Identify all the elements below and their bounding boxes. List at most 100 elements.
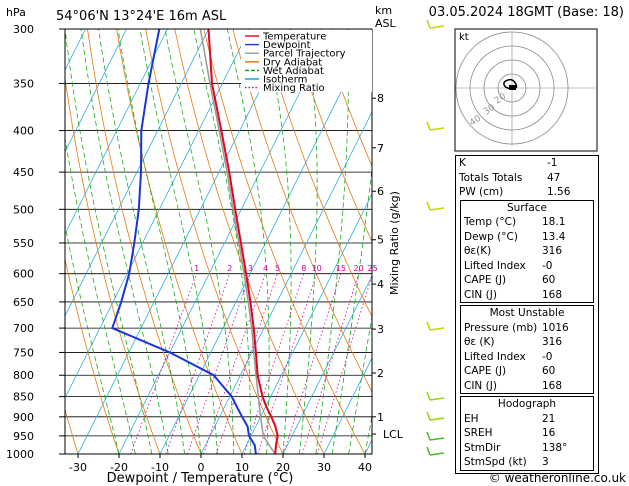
pressure-tick-label: 900 xyxy=(13,411,34,424)
km-tick-label: 4 xyxy=(377,278,384,291)
pressure-tick-label: 400 xyxy=(13,125,34,138)
isotherm--10 xyxy=(159,29,372,454)
km-tick-label: 5 xyxy=(377,234,384,247)
legend-label: Dry Adiabat xyxy=(263,57,322,68)
index-row: K -1 xyxy=(456,156,598,171)
surface-value: 60 xyxy=(542,274,556,286)
index-label: K xyxy=(459,157,466,169)
temp-tick-label: -10 xyxy=(151,461,169,474)
temp-tick-label: 10 xyxy=(235,461,249,474)
most-unstable-row: Lifted Index -0 xyxy=(461,350,593,365)
legend-label: Wet Adiabat xyxy=(263,66,324,77)
most-unstable-section: Most Unstable Pressure (mb) 1016 θε (K) 316… xyxy=(460,305,594,394)
temperature-line xyxy=(207,29,279,454)
hodograph-trace xyxy=(503,78,518,90)
hodograph-kt-label: kt xyxy=(459,32,469,43)
most-unstable-label: Lifted Index xyxy=(464,350,526,363)
wet-adiabat xyxy=(80,29,169,454)
surface-value: 13.4 xyxy=(542,230,566,243)
wind-barb xyxy=(426,411,445,421)
pressure-tick-label: 300 xyxy=(13,23,34,36)
index-value: -1 xyxy=(547,157,558,169)
mixing-ratio-label: 4 xyxy=(263,264,268,273)
pressure-tick-label: 550 xyxy=(13,237,34,250)
pressure-unit: hPa xyxy=(6,6,26,19)
parcel-trajectory-line xyxy=(199,29,276,454)
hodograph-stat-row: SREH 16 xyxy=(461,426,593,441)
isotherm--70 xyxy=(65,29,127,153)
isotherm--100 xyxy=(0,29,4,454)
datetime-title: 03.05.2024 18GMT (Base: 18) xyxy=(429,5,624,20)
wet-adiabat xyxy=(164,29,235,454)
mixing-ratio-line xyxy=(283,273,342,454)
plot-frame xyxy=(64,28,373,455)
pressure-tick-label: 950 xyxy=(13,430,34,443)
x-axis-label: Dewpoint / Temperature (°C) xyxy=(107,471,294,486)
most-unstable-label: Pressure (mb) xyxy=(464,321,538,334)
surface-value: 168 xyxy=(542,288,563,301)
isotherm--30 xyxy=(77,29,291,454)
surface-value: 316 xyxy=(542,245,563,257)
mixing-ratio-label: 8 xyxy=(301,264,306,273)
isotherm-20 xyxy=(282,275,372,454)
hodograph: kt 20 30 40 xyxy=(454,28,598,152)
surface-row: θε(K) 316 xyxy=(461,244,593,259)
dry-adiabat xyxy=(611,29,629,454)
mixing-ratio-line xyxy=(243,273,305,454)
most-unstable-value: -0 xyxy=(542,350,553,363)
mixing-ratio-label: 15 xyxy=(336,264,346,273)
pressure-tick-label: 350 xyxy=(13,77,34,90)
mixing-ratio-label: 2 xyxy=(227,264,232,273)
most-unstable-title: Most Unstable xyxy=(489,307,565,319)
legend-label: Parcel Trajectory xyxy=(263,49,346,60)
hodograph-stat-row: StmDir 138° xyxy=(461,441,593,456)
most-unstable-value: 1016 xyxy=(542,321,569,334)
wet-adiabat xyxy=(315,29,349,454)
mixing-ratio-label: 25 xyxy=(368,264,378,273)
wet-adiabat xyxy=(265,29,292,454)
wet-adiabat xyxy=(139,29,218,454)
temp-tick-label: -30 xyxy=(69,461,87,474)
isotherm-10 xyxy=(241,193,372,454)
hodograph-stat-label: SREH xyxy=(464,427,493,439)
mixing-ratio-line xyxy=(130,273,197,454)
hodograph-stat-row: StmSpd (kt) 3 xyxy=(461,455,593,470)
index-value: 47 xyxy=(547,171,561,184)
surface-row: Lifted Index -0 xyxy=(461,259,593,274)
surface-label: θε(K) xyxy=(464,245,492,257)
wet-adiabat xyxy=(193,29,251,454)
pressure-tick-label: 600 xyxy=(13,268,34,281)
mixing-ratio-line xyxy=(316,274,372,454)
wet-adiabat xyxy=(65,29,153,454)
wind-barb xyxy=(426,19,445,29)
isotherm--40 xyxy=(65,29,250,399)
wind-barb xyxy=(426,391,445,401)
dewpoint-line xyxy=(111,29,257,454)
pressure-tick-label: 850 xyxy=(13,391,34,404)
km-tick-label: 7 xyxy=(377,142,384,155)
hodograph-stat-label: StmSpd (kt) xyxy=(464,456,527,468)
temp-tick-label: 30 xyxy=(317,461,331,474)
most-unstable-value: 316 xyxy=(542,336,563,348)
pressure-tick-label: 500 xyxy=(13,203,34,216)
wind-barb xyxy=(426,121,445,131)
surface-label: Dewp (°C) xyxy=(464,230,518,243)
most-unstable-value: 60 xyxy=(542,365,556,377)
mixing-ratio-line xyxy=(187,273,251,454)
temp-tick-label: 20 xyxy=(276,461,290,474)
hodograph-stat-row: EH 21 xyxy=(461,412,593,427)
storm-motion-marker xyxy=(509,85,516,90)
dry-adiabat xyxy=(87,29,202,454)
km-tick-label: 1 xyxy=(377,411,384,424)
hodograph-stat-value: 138° xyxy=(542,441,568,454)
mixing-ratio-label: 1 xyxy=(194,264,199,273)
surface-label: Lifted Index xyxy=(464,259,526,272)
surface-section: Surface Temp (°C) 18.1 Dewp (°C) 13.4 θε(K) 3… xyxy=(460,199,594,303)
dry-adiabat xyxy=(319,29,372,168)
wind-barb xyxy=(426,321,445,331)
km-tick-label: 6 xyxy=(377,185,384,198)
legend-label: Temperature xyxy=(262,32,326,43)
lcl-label: LCL xyxy=(383,428,404,441)
